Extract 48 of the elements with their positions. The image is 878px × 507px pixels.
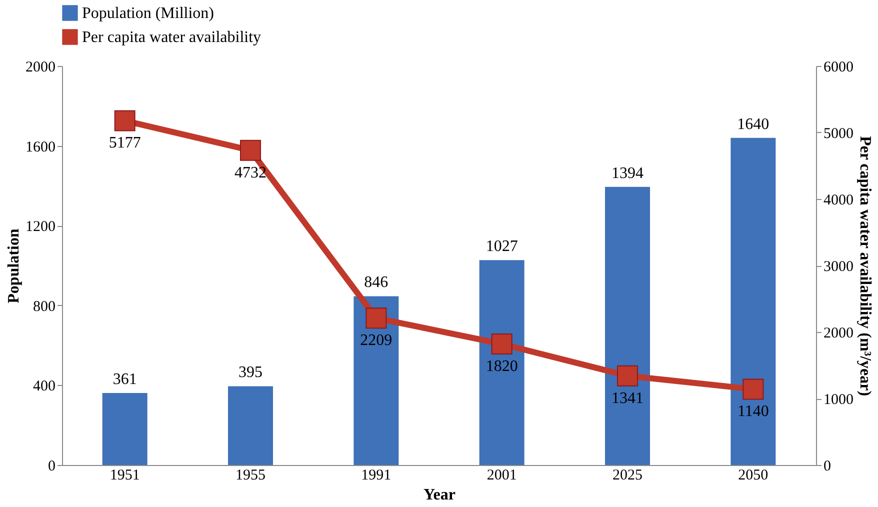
- data-label: 361: [112, 370, 137, 388]
- y2-tick-label: 3000: [824, 259, 854, 275]
- data-label: 1140: [737, 403, 769, 420]
- data-label: 1027: [486, 238, 518, 256]
- point: [114, 110, 136, 132]
- x-tick-label: 1951: [110, 468, 140, 484]
- data-label: 395: [238, 364, 262, 382]
- y-tick-label: 1600: [26, 139, 56, 156]
- y-tick-label: 0: [48, 458, 56, 474]
- x-tick-label: 1991: [361, 468, 392, 484]
- legend-label: Population (Million): [82, 5, 214, 22]
- y-axis-title: Population: [6, 228, 22, 304]
- y-tick-label: 800: [33, 298, 56, 315]
- y-tick-label: 2000: [26, 60, 56, 76]
- point: [366, 308, 387, 329]
- data-label: 1820: [486, 358, 518, 375]
- y2-tick-label: 2000: [824, 326, 854, 342]
- data-label: 4732: [234, 164, 266, 182]
- y2-tick-label: 1000: [824, 392, 854, 408]
- point: [742, 378, 764, 400]
- y2-axis-title: Per capita water availability (m³/year): [856, 136, 874, 396]
- legend-label: Per capita water availability: [82, 29, 262, 46]
- x-tick-label: 2001: [486, 468, 517, 484]
- x-axis-title: Year: [424, 486, 456, 504]
- point: [240, 140, 261, 161]
- y-tick-label: 400: [33, 378, 56, 395]
- y2-tick-label: 4000: [824, 192, 854, 208]
- bar: [730, 138, 776, 465]
- point: [491, 333, 512, 354]
- y2-tick-label: 5000: [824, 126, 854, 142]
- x-tick-label: 1955: [236, 468, 266, 484]
- x-tick-label: 2025: [612, 468, 642, 484]
- x-tick-label: 2050: [738, 468, 768, 484]
- bar: [605, 186, 650, 465]
- y2-tick-label: 0: [824, 458, 831, 474]
- data-label: 846: [364, 274, 388, 292]
- bar: [479, 260, 524, 465]
- data-label: 1394: [612, 164, 644, 182]
- bar: [228, 386, 273, 465]
- point: [617, 365, 638, 386]
- y2-tick-label: 6000: [824, 60, 854, 76]
- data-label: 1640: [737, 116, 770, 133]
- data-label: 5177: [108, 134, 141, 152]
- bar: [354, 296, 399, 465]
- y-tick-label: 1200: [26, 219, 56, 236]
- bar: [102, 392, 148, 465]
- data-label: 2209: [360, 332, 392, 350]
- data-label: 1341: [612, 390, 644, 407]
